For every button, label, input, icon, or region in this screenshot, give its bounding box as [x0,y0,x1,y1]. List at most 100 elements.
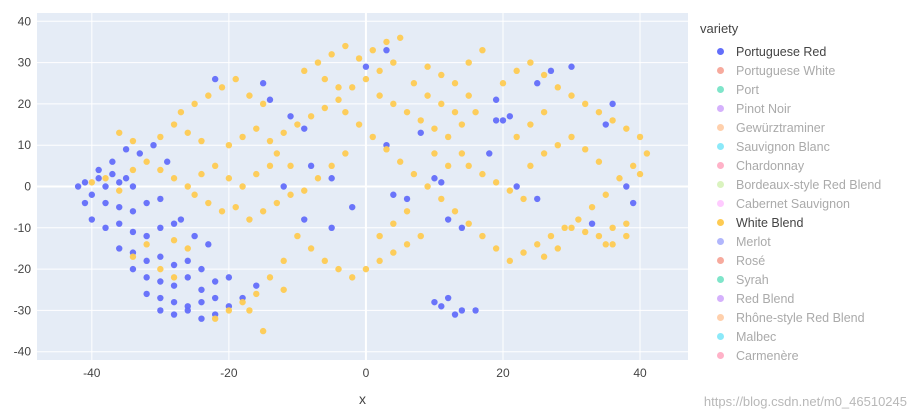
legend-marker-icon [717,276,724,283]
x-tick-label: 20 [496,366,510,380]
legend-marker-icon [717,219,724,226]
legend-item[interactable]: Rhône-style Red Blend [700,308,910,327]
scatter-point [198,315,205,322]
scatter-point [218,208,226,215]
scatter-point [513,183,520,190]
scatter-point [321,104,329,112]
scatter-point [88,216,96,223]
scatter-point [383,46,390,54]
scatter-point [287,113,294,120]
legend-item[interactable]: Portuguese Red [700,42,910,61]
scatter-point [198,170,205,178]
scatter-point [582,146,589,153]
scatter-point [307,245,315,252]
scatter-point [225,141,233,149]
scatter-point [259,100,267,108]
legend-item[interactable]: Sauvignon Blanc [700,137,910,156]
scatter-point [355,121,363,128]
scatter-point [246,307,253,314]
legend-marker-icon [717,143,724,150]
scatter-point [191,232,198,240]
legend-item[interactable]: Carmenère [700,346,910,365]
scatter-point [390,100,397,108]
scatter-point [506,257,514,265]
scatter-point [444,294,452,302]
legend-item[interactable]: Malbec [700,327,910,346]
y-tick-label: 40 [18,14,32,28]
scatter-point [492,245,500,252]
scatter-point [540,71,548,79]
y-tick-label: -40 [14,345,32,359]
scatter-point [602,121,609,128]
scatter-point [349,203,356,211]
scatter-point [177,108,185,116]
legend-item[interactable]: Gewürztraminer [700,118,910,137]
scatter-point [506,113,514,120]
legend-item[interactable]: Cabernet Sauvignon [700,194,910,213]
scatter-point [294,232,301,240]
scatter-point [547,232,555,240]
scatter-point [396,158,404,165]
legend-item[interactable]: Portuguese White [700,61,910,80]
scatter-point [444,133,452,141]
scatter-point [369,133,376,141]
scatter-point [301,187,308,194]
legend-marker-icon [717,257,724,264]
scatter-point [136,150,143,157]
scatter-point [561,224,568,232]
scatter-point [540,150,548,157]
legend-item[interactable]: Red Blend [700,289,910,308]
scatter-point [335,96,342,103]
scatter-point [239,183,246,190]
legend-item[interactable]: Syrah [700,270,910,289]
scatter-point [554,84,561,91]
legend-item[interactable]: Port [700,80,910,99]
scatter-point [369,46,376,54]
scatter-point [636,170,644,178]
legend-title: variety [700,21,739,36]
legend-label: Cabernet Sauvignon [736,196,850,211]
legend-item[interactable]: White Blend [700,213,910,232]
scatter-point [616,175,623,182]
scatter-point [390,191,397,198]
scatter-point [472,307,479,314]
scatter-point [506,187,514,194]
scatter-point [383,146,390,153]
legend-item[interactable]: Bordeaux-style Red Blend [700,175,910,194]
scatter-point [116,203,123,211]
x-tick-label: 40 [633,366,647,380]
legend-marker-icon [717,200,724,207]
legend-item[interactable]: Chardonnay [700,156,910,175]
legend-label: Merlot [736,234,771,249]
legend-label: Bordeaux-style Red Blend [736,177,882,192]
scatter-point [424,183,431,190]
scatter-point [116,245,123,252]
scatter-point [520,249,527,256]
scatter-point [287,191,294,198]
scatter-point [211,294,219,302]
legend-items: Portuguese Red Portuguese White Port Pinot … [700,42,910,365]
scatter-point [513,67,520,75]
scatter-point [342,42,349,50]
scatter-point [376,257,383,265]
scatter-point [211,162,219,170]
scatter-point [150,141,157,149]
legend-item[interactable]: Pinot Noir [700,99,910,118]
legend-marker-icon [717,105,724,112]
scatter-point [643,150,651,157]
legend-item[interactable]: Merlot [700,232,910,251]
scatter-point [191,191,198,198]
scatter-point [259,327,267,335]
scatter-point [328,175,335,182]
scatter-point [534,241,541,248]
scatter-point [362,265,370,273]
scatter-point [253,170,260,178]
scatter-point [527,59,534,66]
y-tick-label: 20 [18,97,32,111]
scatter-point [287,162,294,170]
scatter-point [143,274,150,281]
scatter-point [540,108,548,116]
legend-item[interactable]: Rosé [700,251,910,270]
scatter-point [211,75,219,83]
scatter-point [444,216,452,223]
